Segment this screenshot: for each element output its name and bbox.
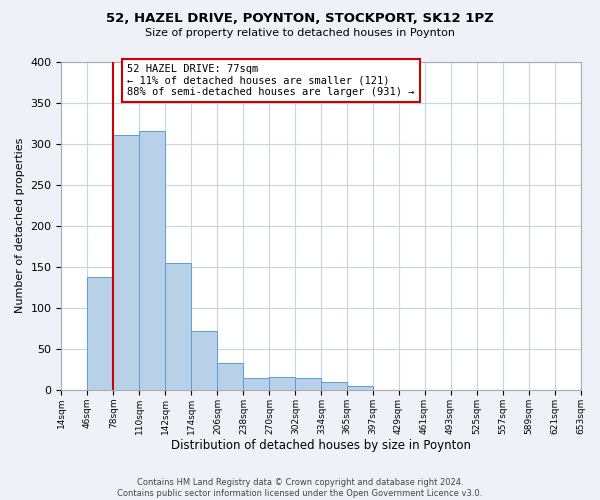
X-axis label: Distribution of detached houses by size in Poynton: Distribution of detached houses by size …: [171, 440, 471, 452]
Bar: [217, 363, 244, 390]
Bar: [166, 262, 191, 390]
Bar: [88, 278, 113, 390]
Y-axis label: Number of detached properties: Number of detached properties: [15, 138, 25, 314]
Bar: [244, 378, 269, 390]
Bar: [139, 132, 166, 390]
Bar: [113, 136, 139, 390]
Text: Contains HM Land Registry data © Crown copyright and database right 2024.
Contai: Contains HM Land Registry data © Crown c…: [118, 478, 482, 498]
Bar: [322, 382, 347, 390]
Bar: [295, 378, 322, 390]
Text: 52 HAZEL DRIVE: 77sqm
← 11% of detached houses are smaller (121)
88% of semi-det: 52 HAZEL DRIVE: 77sqm ← 11% of detached …: [127, 64, 415, 97]
Bar: [191, 331, 217, 390]
Text: Size of property relative to detached houses in Poynton: Size of property relative to detached ho…: [145, 28, 455, 38]
Text: 52, HAZEL DRIVE, POYNTON, STOCKPORT, SK12 1PZ: 52, HAZEL DRIVE, POYNTON, STOCKPORT, SK1…: [106, 12, 494, 26]
Bar: [347, 386, 373, 390]
Bar: [269, 377, 295, 390]
